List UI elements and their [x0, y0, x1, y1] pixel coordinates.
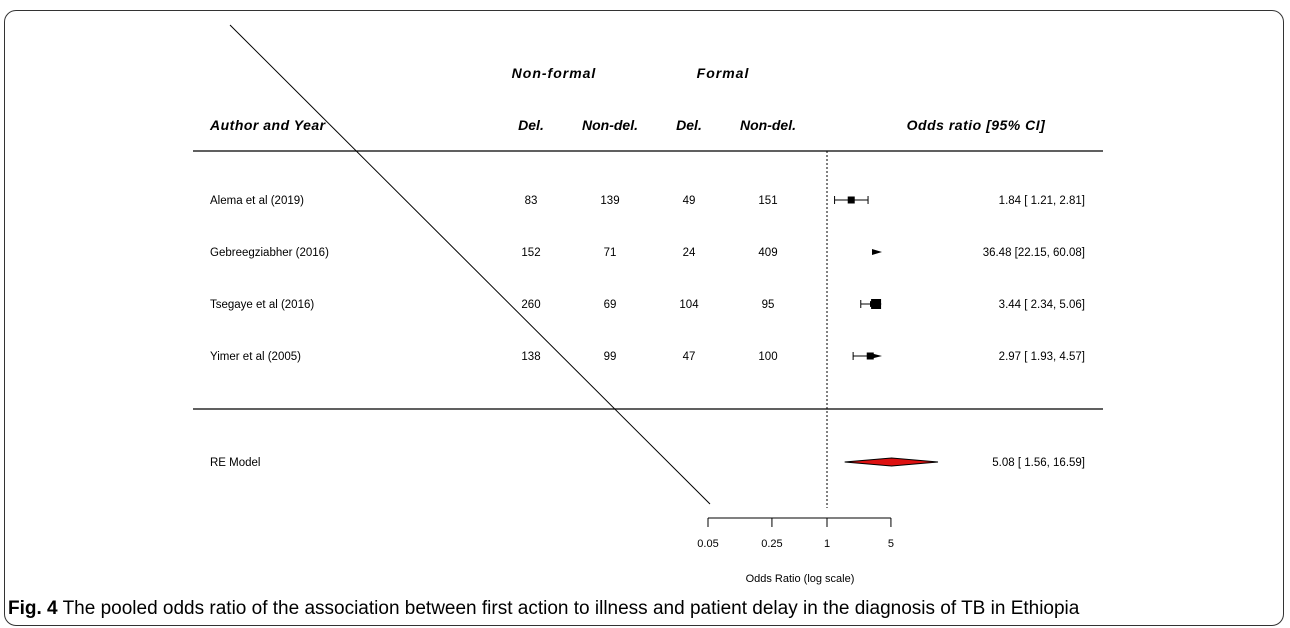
f-nondel-value: 151: [758, 195, 777, 207]
x-tick-label: 0.25: [761, 538, 782, 550]
f-del-value: 104: [679, 299, 699, 311]
estimate-text: 3.44 [ 2.34, 5.06]: [999, 299, 1085, 311]
diagonal-stroke: [229, 24, 711, 505]
header-study: Author and Year: [209, 117, 327, 133]
caption-text: The pooled odds ratio of the association…: [62, 598, 1080, 619]
pooled-diamond: [844, 457, 939, 467]
caption-label: Fig. 4: [8, 598, 58, 619]
x-tick-label: 0.05: [697, 538, 718, 550]
pooled-label: RE Model: [210, 457, 261, 469]
header-nf-nondel: Non-del.: [582, 117, 638, 133]
f-nondel-value: 95: [762, 299, 775, 311]
nf-del-value: 260: [521, 299, 540, 311]
nf-del-value: 83: [525, 195, 538, 207]
study-label: Yimer et al (2005): [210, 351, 301, 363]
estimate-text: 1.84 [ 1.21, 2.81]: [999, 195, 1085, 207]
nf-nondel-value: 69: [604, 299, 617, 311]
f-nondel-value: 409: [758, 247, 777, 259]
point-estimate: [871, 299, 882, 309]
header-f-del: Del.: [676, 117, 702, 133]
point-estimate: [847, 196, 855, 204]
f-del-value: 47: [683, 351, 696, 363]
group-header-non-formal: Non-formal: [512, 65, 597, 81]
figure-frame: [4, 10, 1284, 626]
nf-nondel-value: 99: [604, 351, 617, 363]
f-del-value: 49: [683, 195, 696, 207]
study-label: Alema et al (2019): [210, 195, 304, 207]
study-label: Gebreegziabher (2016): [210, 247, 329, 259]
x-axis-label: Odds Ratio (log scale): [746, 573, 855, 585]
effect-marks: [826, 151, 939, 508]
estimate-text: 36.48 [22.15, 60.08]: [983, 247, 1085, 259]
nf-nondel-value: 71: [604, 247, 617, 259]
header-f-nondel: Non-del.: [740, 117, 796, 133]
nf-del-value: 152: [521, 247, 540, 259]
group-header-formal: Formal: [697, 65, 750, 81]
x-tick-label: 1: [824, 538, 830, 550]
x-tick-label: 5: [888, 538, 894, 550]
point-estimate: [866, 352, 874, 360]
f-nondel-value: 100: [758, 351, 777, 363]
header-estimate: Odds ratio [95% CI]: [907, 117, 1046, 133]
study-label: Tsegaye et al (2016): [210, 299, 314, 311]
figure-caption: Fig. 4 The pooled odds ratio of the asso…: [8, 598, 1079, 620]
nf-del-value: 138: [521, 351, 540, 363]
study-rows: Alema et al (2019) 83 139 49 151 1.84 [ 1.21,…: [210, 195, 1085, 469]
header-nf-del: Del.: [518, 117, 544, 133]
estimate-text: 2.97 [ 1.93, 4.57]: [999, 351, 1085, 363]
pooled-estimate-text: 5.08 [ 1.56, 16.59]: [992, 457, 1085, 469]
f-del-value: 24: [683, 247, 696, 259]
nf-nondel-value: 139: [600, 195, 619, 207]
x-axis: 0.05 0.25 1 5: [697, 517, 894, 550]
ci-arrow: [872, 249, 882, 255]
